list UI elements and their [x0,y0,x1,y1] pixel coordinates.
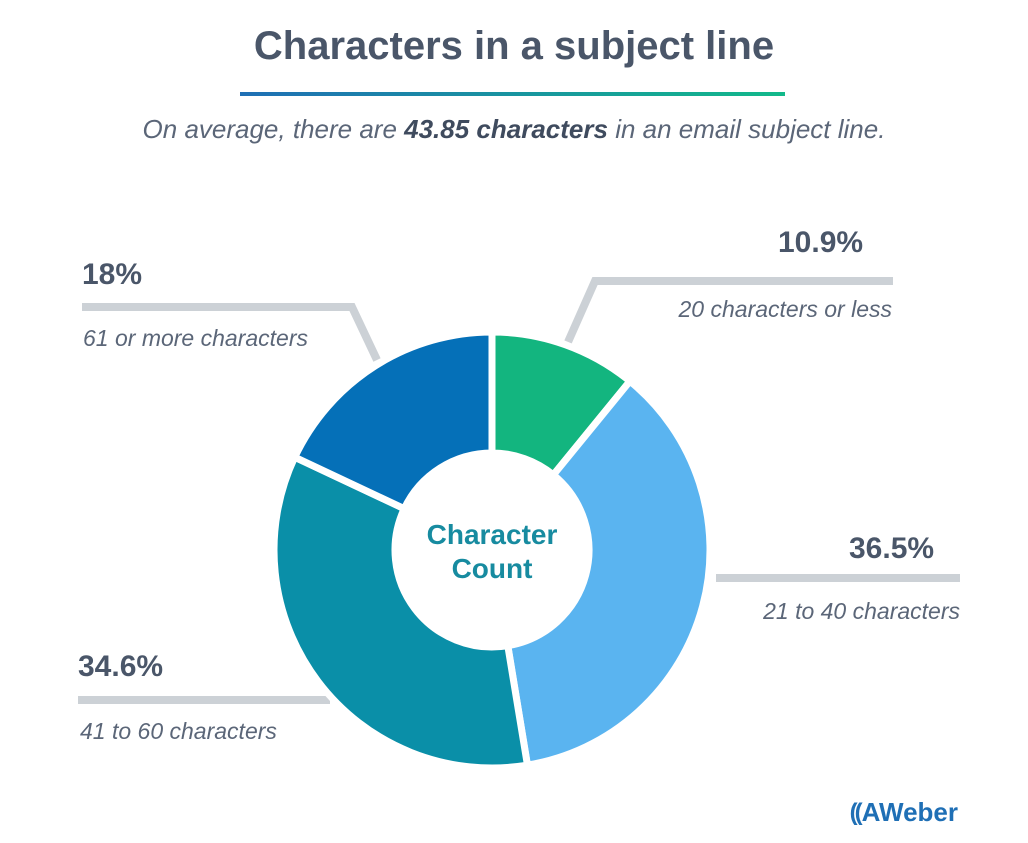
subtitle-highlight: 43.85 characters [404,114,608,144]
slice-pct-21-to-40: 36.5% [849,532,935,565]
donut-slices [270,328,714,772]
aweber-logo: (( AWeber [850,797,958,828]
connector-61-or-more [82,303,381,362]
chart-subtitle: On average, there are 43.85 characters i… [0,114,1028,145]
slice-pct-20-or-less: 10.9% [778,226,864,259]
donut-slice-41-to-60 [270,452,532,772]
donut-center-label: Character Count [386,518,598,586]
center-label-line2: Count [451,553,533,584]
center-label-line1: Character [426,519,558,550]
slice-label-21-to-40: 21 to 40 characters [763,598,960,624]
subtitle-before: On average, there are [142,114,405,144]
chart-title: Characters in a subject line [253,24,775,68]
donut-slice-21-to-40 [503,376,714,770]
connector-20-or-less [564,277,893,344]
slice-label-20-or-less: 20 characters or less [678,296,892,322]
title-underline [240,92,785,96]
slice-pct-41-to-60: 34.6% [78,650,164,683]
donut-slice-61-or-more [290,328,496,514]
connector-lines [78,277,960,704]
aweber-logo-icon: (( [849,798,863,826]
aweber-logo-text: AWeber [861,797,958,827]
subtitle-after: in an email subject line. [607,114,886,144]
slice-label-61-or-more: 61 or more characters [83,325,308,351]
slice-label-41-to-60: 41 to 60 characters [80,718,277,744]
slice-pct-61-or-more: 18% [82,258,143,291]
